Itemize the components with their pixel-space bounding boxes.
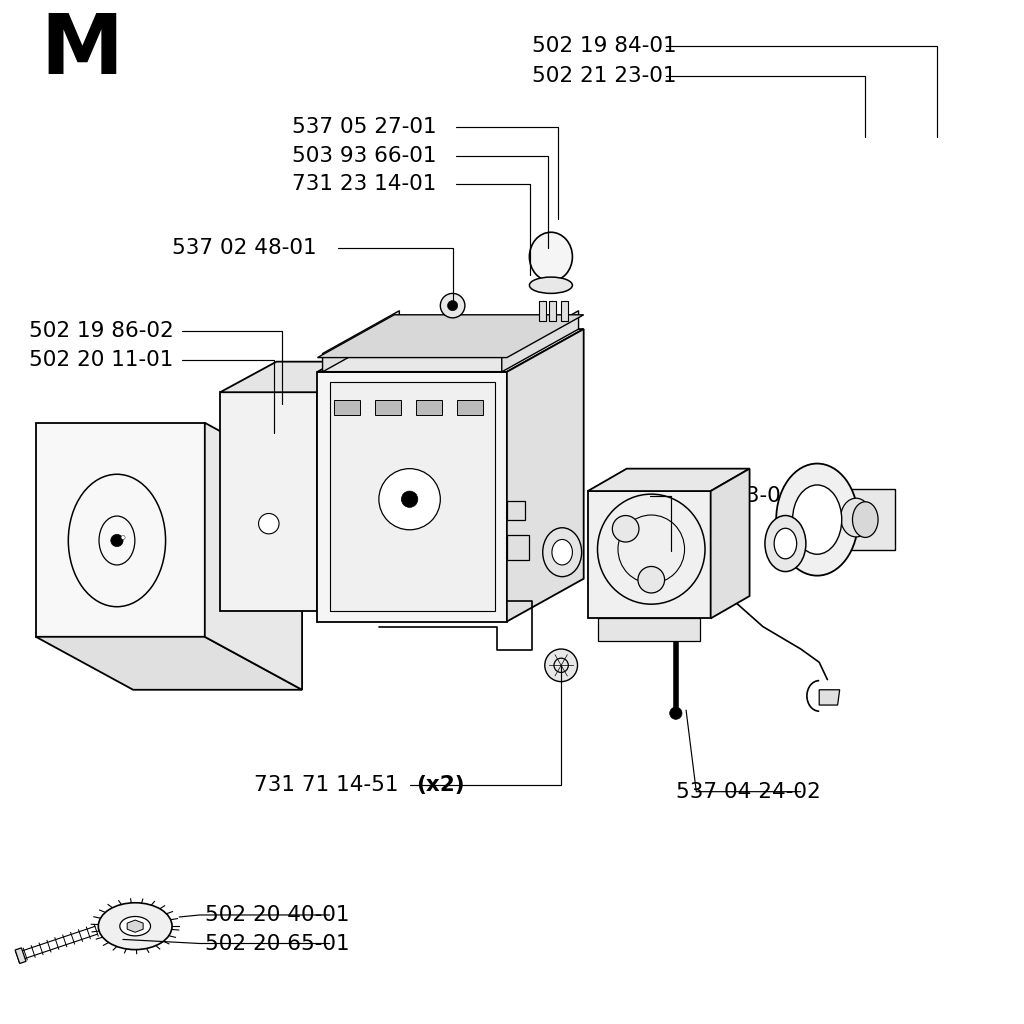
Polygon shape bbox=[711, 469, 750, 618]
Polygon shape bbox=[317, 329, 584, 372]
Polygon shape bbox=[220, 392, 317, 611]
Ellipse shape bbox=[793, 485, 842, 554]
Polygon shape bbox=[36, 423, 205, 637]
Circle shape bbox=[258, 513, 279, 534]
Text: 537 02 48-01: 537 02 48-01 bbox=[172, 238, 316, 258]
Text: 502 20 65-01: 502 20 65-01 bbox=[205, 934, 349, 953]
Ellipse shape bbox=[774, 528, 797, 559]
Text: 502 21 23-01: 502 21 23-01 bbox=[532, 67, 677, 86]
Polygon shape bbox=[502, 310, 579, 372]
Ellipse shape bbox=[529, 232, 572, 282]
Ellipse shape bbox=[552, 540, 572, 565]
Polygon shape bbox=[330, 382, 495, 611]
Text: M: M bbox=[40, 10, 124, 91]
Text: 502 20 11-01: 502 20 11-01 bbox=[29, 349, 173, 370]
Circle shape bbox=[612, 515, 639, 542]
Circle shape bbox=[670, 708, 682, 719]
Polygon shape bbox=[220, 361, 374, 392]
Polygon shape bbox=[507, 329, 584, 622]
Text: 502 19 84-01: 502 19 84-01 bbox=[532, 36, 677, 55]
Bar bbox=[457, 400, 483, 415]
Polygon shape bbox=[127, 920, 143, 932]
Ellipse shape bbox=[765, 515, 806, 571]
Polygon shape bbox=[323, 310, 399, 372]
Text: 502 20 40-01: 502 20 40-01 bbox=[205, 905, 349, 925]
Polygon shape bbox=[317, 372, 507, 622]
Bar bbox=[549, 300, 556, 321]
Polygon shape bbox=[588, 469, 750, 492]
Circle shape bbox=[545, 649, 578, 682]
Text: 537 04 24-02: 537 04 24-02 bbox=[676, 781, 820, 802]
Ellipse shape bbox=[98, 903, 172, 949]
Circle shape bbox=[440, 294, 465, 317]
Polygon shape bbox=[15, 948, 26, 964]
Bar bbox=[375, 400, 401, 415]
Circle shape bbox=[670, 551, 682, 563]
Text: 503 71 63-01: 503 71 63-01 bbox=[650, 486, 795, 506]
Circle shape bbox=[121, 536, 125, 540]
Text: 502 19 86-02: 502 19 86-02 bbox=[29, 322, 173, 341]
Polygon shape bbox=[36, 637, 302, 690]
Text: 731 71 14-51: 731 71 14-51 bbox=[254, 774, 398, 795]
Bar bbox=[539, 300, 546, 321]
Bar bbox=[561, 300, 568, 321]
Ellipse shape bbox=[120, 916, 151, 936]
Ellipse shape bbox=[776, 464, 858, 575]
Bar bbox=[334, 400, 360, 415]
Circle shape bbox=[379, 469, 440, 529]
Ellipse shape bbox=[852, 502, 878, 538]
Circle shape bbox=[401, 492, 418, 507]
Polygon shape bbox=[588, 492, 711, 618]
Bar bbox=[416, 400, 442, 415]
Polygon shape bbox=[205, 423, 302, 690]
Bar bbox=[836, 489, 895, 550]
Polygon shape bbox=[317, 314, 584, 357]
Text: 537 05 27-01: 537 05 27-01 bbox=[292, 118, 436, 137]
Ellipse shape bbox=[841, 499, 871, 537]
Ellipse shape bbox=[529, 278, 572, 294]
Polygon shape bbox=[317, 361, 374, 611]
Ellipse shape bbox=[543, 527, 582, 577]
Polygon shape bbox=[598, 618, 700, 641]
Circle shape bbox=[638, 566, 665, 593]
Circle shape bbox=[447, 300, 458, 310]
Text: (x2): (x2) bbox=[416, 774, 464, 795]
Bar bbox=[507, 502, 525, 519]
Text: 731 23 14-01: 731 23 14-01 bbox=[292, 174, 436, 195]
Polygon shape bbox=[819, 690, 840, 706]
Text: 503 93 66-01: 503 93 66-01 bbox=[292, 145, 436, 166]
Bar bbox=[507, 535, 529, 560]
Circle shape bbox=[111, 535, 123, 547]
